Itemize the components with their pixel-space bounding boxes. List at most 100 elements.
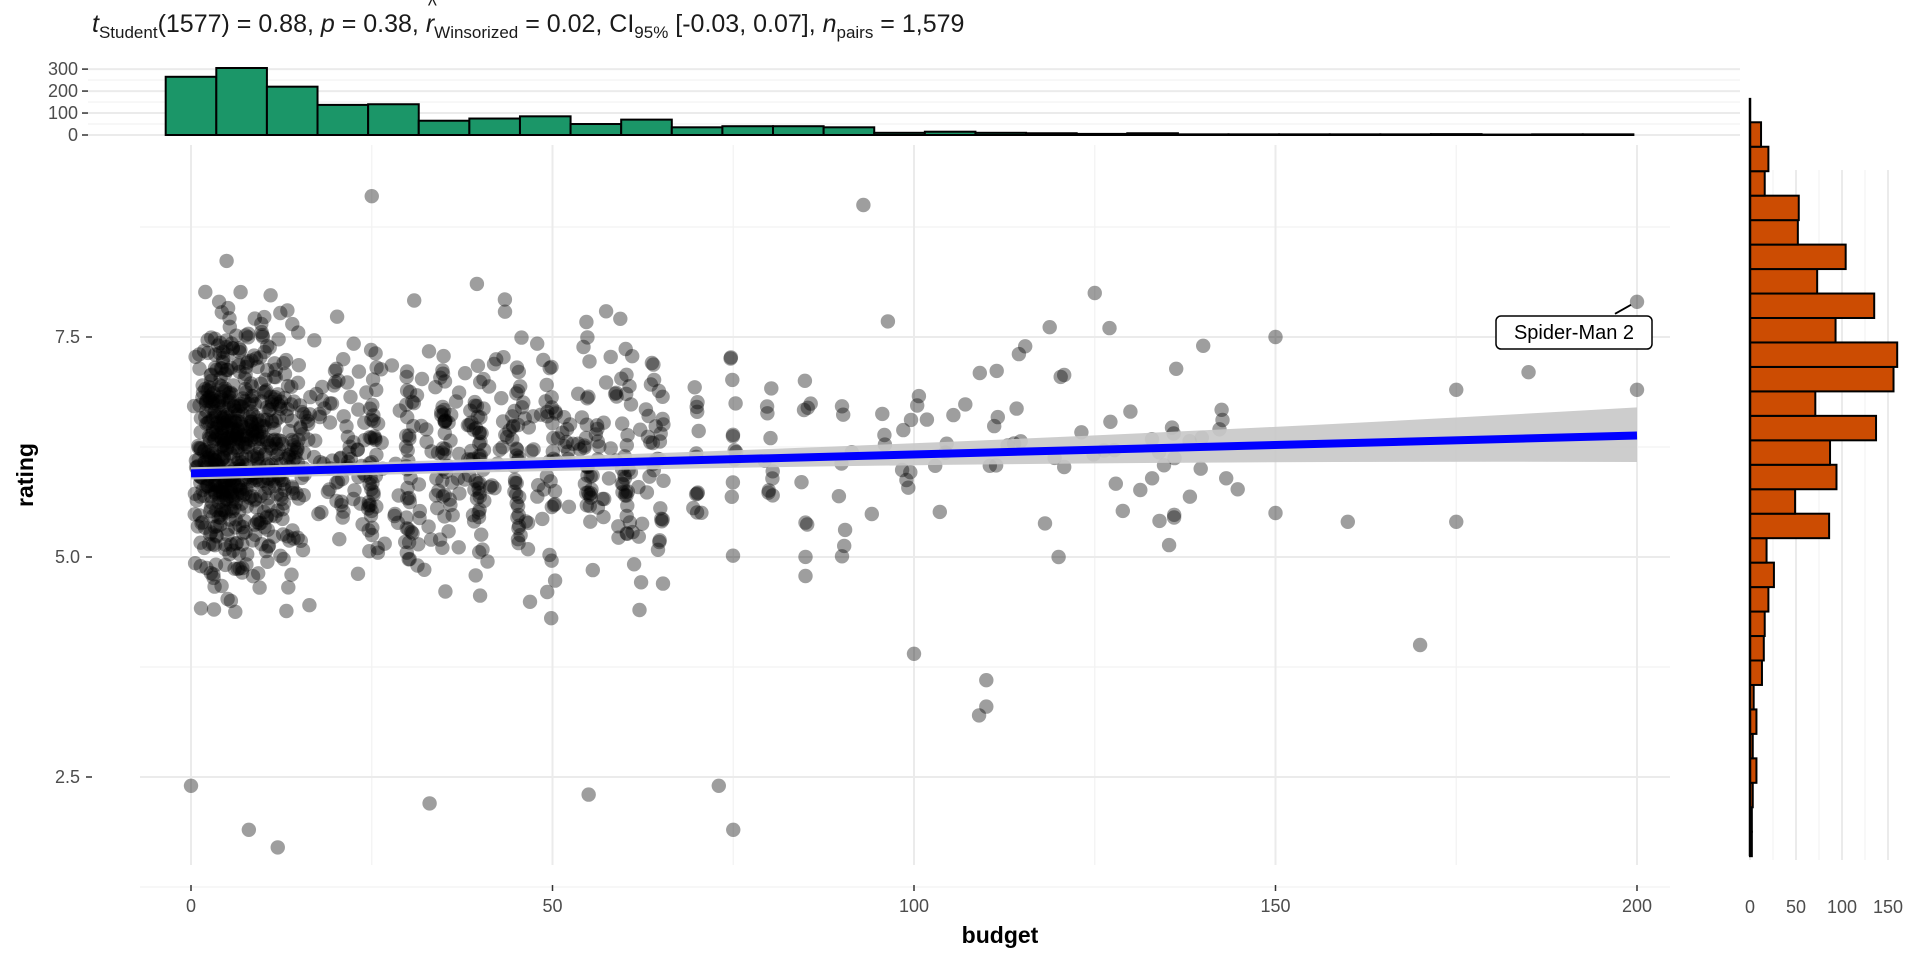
scatter-point [656,473,671,488]
scatter-point [291,432,306,448]
scatter-point [444,407,459,423]
top-histogram-bar [1227,133,1281,137]
scatter-point [579,417,594,432]
scatter-point [355,517,370,532]
scatter-point [467,398,483,413]
scatter-point [443,497,458,513]
annotation-layer: Spider-Man 2 [1495,294,1653,350]
scatter-point [209,519,224,534]
scatter-point [798,515,813,530]
scatter-point [691,423,706,439]
scatter-point [464,415,479,430]
scatter-point [324,396,340,411]
scatter-point [249,424,264,439]
scatter-point [232,364,247,380]
scatter-point [296,445,312,461]
scatter-point [218,492,233,507]
scatter-point [201,390,216,405]
scatter-point [193,535,208,550]
scatter-point [253,376,269,391]
scatter-point [539,377,554,393]
scatter-point [198,284,213,300]
scatter-point [577,476,593,492]
ci-value: [-0.03, 0.07], [668,10,823,38]
scatter-point [220,591,235,607]
scatter-point [306,449,322,465]
scatter-point [437,413,452,428]
scatter-point [508,475,523,490]
scatter-point [219,333,234,348]
scatter-point [216,488,231,503]
scatter-point [219,253,234,269]
scatter-point [302,407,317,422]
scatter-point [218,505,234,520]
scatter-point [1057,367,1072,383]
scatter-point [232,560,247,576]
scatter-point [264,394,280,410]
scatter-point [509,441,524,456]
scatter-point [262,438,277,453]
scatter-point [240,547,255,562]
scatter-point [199,403,214,419]
scatter-point [195,390,210,405]
scatter-point [223,413,238,428]
scatter-point [469,491,485,506]
scatter-point [369,447,384,463]
scatter-point [651,383,667,399]
scatter-point [387,508,402,524]
right-histogram-bar [1749,439,1832,466]
scatter-point [723,350,739,365]
scatter-point [207,538,223,553]
scatter-point [208,557,224,572]
scatter-point [1087,285,1102,301]
scatter-point [437,402,452,418]
scatter-point [239,499,254,514]
scatter-point [457,472,472,487]
scatter-point [505,419,521,434]
scatter-point [241,330,256,345]
scatter-point [373,362,389,377]
scatter-point [213,335,228,351]
scatter-point [435,540,450,555]
scatter-point [220,522,235,537]
scatter-point [506,418,521,433]
scatter-point [1629,382,1645,397]
scatter-point [216,438,231,453]
scatter-point [235,428,250,443]
p-symbol: p [320,10,335,38]
scatter-point [759,399,775,414]
scatter-point [222,311,237,326]
scatter-point [202,414,217,429]
scatter-point [366,487,381,502]
scatter-point [472,475,487,491]
scatter-point [264,508,279,523]
scatter-point [295,427,310,442]
scatter-point [457,366,473,381]
scatter-point [1102,320,1117,336]
scatter-point [450,471,466,486]
scatter-point [192,398,207,413]
scatter-point [411,537,426,552]
scatter-point [421,344,437,359]
scatter-point [260,338,275,354]
scatter-point [470,476,486,491]
scatter-point [286,438,301,453]
scatter-point [611,519,626,534]
scatter-point [653,426,668,441]
scatter-point [289,445,304,460]
scatter-point [419,422,434,437]
ci-subscript: 95% [634,23,669,42]
scatter-point [267,392,282,407]
scatter-point [589,418,605,433]
scatter-point [640,429,656,444]
scatter-point [402,431,417,446]
scatter-point [688,487,704,502]
scatter-point [222,547,237,562]
scatter-point [1412,637,1428,653]
scatter-point [471,505,486,520]
scatter-point [255,418,270,434]
scatter-point [366,413,381,429]
scatter-point [690,395,705,410]
scatter-point [238,449,254,465]
scatter-point [583,469,598,484]
